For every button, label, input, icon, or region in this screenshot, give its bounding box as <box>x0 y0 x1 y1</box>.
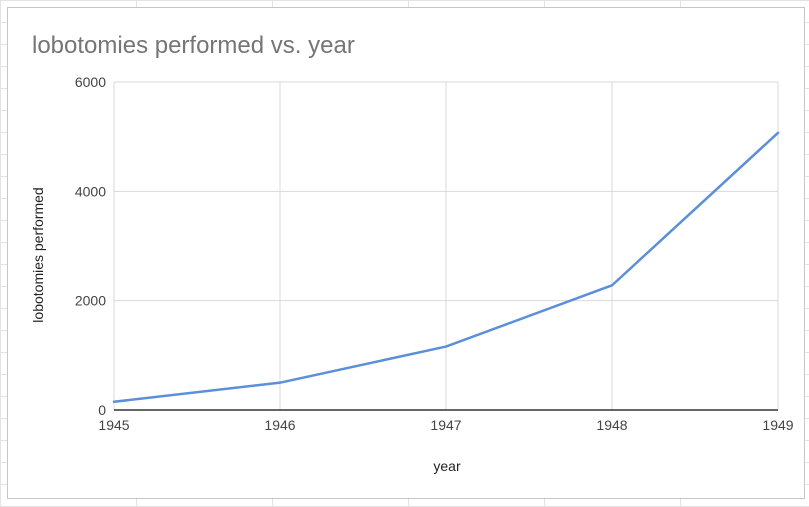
x-tick-label: 1946 <box>264 417 295 433</box>
y-tick-label: 6000 <box>75 74 106 90</box>
x-tick-label: 1945 <box>98 417 129 433</box>
y-tick-label: 4000 <box>75 183 106 199</box>
gridlines <box>113 81 779 410</box>
series-line <box>112 131 780 404</box>
y-tick-label: 2000 <box>75 293 106 309</box>
series-layer <box>112 131 780 404</box>
x-tick-label: 1948 <box>596 417 627 433</box>
line-chart: 0 2000 4000 6000 1945 1946 1947 1948 1949 year l… <box>30 74 794 474</box>
chart-container[interactable]: lobotomies performed vs. year 0 2000 4000 6… <box>7 7 805 499</box>
y-axis-title: lobotomies performed <box>30 187 46 322</box>
x-tick-label: 1949 <box>762 417 793 433</box>
x-axis-title: year <box>433 458 461 474</box>
x-tick-label: 1947 <box>430 417 461 433</box>
chart-title: lobotomies performed vs. year <box>32 32 355 59</box>
y-tick-label: 0 <box>98 402 106 418</box>
tick-labels: 0 2000 4000 6000 1945 1946 1947 1948 1949 <box>75 74 794 433</box>
